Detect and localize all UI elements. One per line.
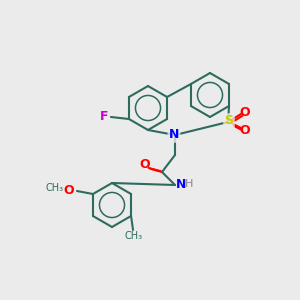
Text: CH₃: CH₃ — [125, 231, 143, 241]
Text: F: F — [100, 110, 108, 124]
Text: O: O — [240, 124, 250, 136]
Text: O: O — [140, 158, 150, 172]
Text: CH₃: CH₃ — [46, 183, 64, 193]
Text: O: O — [64, 184, 74, 196]
Text: S: S — [224, 115, 233, 128]
Text: N: N — [176, 178, 186, 190]
Text: O: O — [240, 106, 250, 118]
Text: H: H — [185, 179, 193, 189]
Text: N: N — [169, 128, 179, 142]
